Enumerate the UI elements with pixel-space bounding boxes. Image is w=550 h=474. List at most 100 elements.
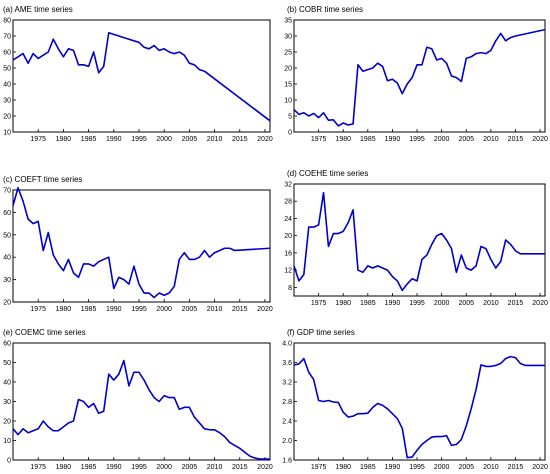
x-tick-label: 2005 xyxy=(458,300,474,307)
x-tick-label: 2015 xyxy=(508,136,524,143)
x-tick-label: 2020 xyxy=(532,300,548,307)
y-tick-label: 50 xyxy=(3,232,11,239)
x-tick-label: 2005 xyxy=(458,136,474,143)
y-tick-label: 20 xyxy=(3,419,11,426)
x-tick-label: 1990 xyxy=(106,136,122,143)
y-tick-label: 8 xyxy=(288,285,292,292)
x-tick-label: 2000 xyxy=(434,464,450,471)
y-tick-label: 16 xyxy=(284,250,292,257)
y-tick-label: 20 xyxy=(284,66,292,73)
x-tick-label: 1975 xyxy=(311,464,327,471)
plot-frame xyxy=(12,342,271,461)
y-tick-label: 40 xyxy=(3,255,11,262)
series-line xyxy=(293,355,545,459)
y-tick-label: 70 xyxy=(3,188,11,195)
x-tick-label: 1975 xyxy=(311,300,327,307)
x-tick-label: 1995 xyxy=(131,306,147,313)
series-line xyxy=(293,191,545,292)
x-tick-label: 2020 xyxy=(257,306,273,313)
x-tick-label: 2020 xyxy=(532,464,548,471)
x-tick-label: 2020 xyxy=(257,136,273,143)
y-tick-label: 4.0 xyxy=(282,341,292,348)
x-tick-label: 1975 xyxy=(30,306,46,313)
y-tick-label: 2.0 xyxy=(282,438,292,445)
x-tick-label: 1980 xyxy=(335,464,351,471)
x-tick-label: 1990 xyxy=(385,300,401,307)
x-tick-label: 2000 xyxy=(156,464,172,471)
chart-panel-6: (f) GDP time series 1.6 2.0 2.4 2.8 3.2 3.6 4.0… xyxy=(282,328,548,471)
series-line xyxy=(12,186,271,299)
y-tick-label: 2.8 xyxy=(282,399,292,406)
x-tick-label: 2005 xyxy=(182,464,198,471)
y-tick-label: 3.2 xyxy=(282,380,292,387)
x-tick-label: 2015 xyxy=(508,464,524,471)
y-tick-label: 10 xyxy=(284,98,292,105)
x-tick-label: 1995 xyxy=(409,300,425,307)
x-tick-label: 1980 xyxy=(56,464,72,471)
y-tick-label: 12 xyxy=(284,268,292,275)
x-tick-label: 2005 xyxy=(458,464,474,471)
x-tick-label: 1980 xyxy=(56,306,72,313)
y-tick-label: 32 xyxy=(284,182,292,189)
x-tick-label: 1980 xyxy=(335,136,351,143)
x-tick-label: 2010 xyxy=(207,464,223,471)
x-tick-label: 2000 xyxy=(434,300,450,307)
x-tick-label: 1985 xyxy=(81,306,97,313)
y-tick-label: 70 xyxy=(3,34,11,41)
y-tick-label: 1.6 xyxy=(282,458,292,465)
y-tick-label: 28 xyxy=(284,199,292,206)
y-tick-label: 40 xyxy=(3,380,11,387)
y-tick-label: 35 xyxy=(284,18,292,25)
y-tick-label: 3.6 xyxy=(282,360,292,367)
x-tick-label: 1985 xyxy=(81,136,97,143)
x-tick-label: 1975 xyxy=(311,136,327,143)
x-tick-label: 2000 xyxy=(156,136,172,143)
x-tick-label: 2000 xyxy=(156,306,172,313)
x-tick-label: 1995 xyxy=(409,464,425,471)
x-tick-label: 2005 xyxy=(182,306,198,313)
chart-title: (a) AME time series xyxy=(3,5,73,14)
y-tick-label: 50 xyxy=(3,66,11,73)
x-tick-label: 1990 xyxy=(385,464,401,471)
x-tick-label: 1985 xyxy=(81,464,97,471)
x-tick-label: 2010 xyxy=(207,306,223,313)
y-tick-label: 2.4 xyxy=(282,419,292,426)
chart-panel-5: (e) COEMC time series 0 10 20 30 40 50 60 1975 19… xyxy=(3,328,273,471)
x-tick-label: 2005 xyxy=(182,136,198,143)
chart-panel-4: (d) COEHE time series 8 12 16 20 24 28 32 1975 19… xyxy=(284,169,548,307)
x-tick-label: 1975 xyxy=(30,464,46,471)
x-tick-label: 1980 xyxy=(335,300,351,307)
plot-frame xyxy=(293,19,546,133)
y-tick-label: 60 xyxy=(3,210,11,217)
chart-panel-2: (b) COBR time series 0 5 10 15 20 25 30 35 1975 19… xyxy=(284,5,548,143)
chart-title: (f) GDP time series xyxy=(287,328,355,337)
y-tick-label: 10 xyxy=(3,438,11,445)
y-tick-label: 20 xyxy=(3,114,11,121)
x-tick-label: 1990 xyxy=(106,306,122,313)
plot-frame xyxy=(12,189,271,303)
x-tick-label: 1985 xyxy=(360,464,376,471)
x-tick-label: 1985 xyxy=(360,300,376,307)
x-tick-label: 2020 xyxy=(532,136,548,143)
x-tick-label: 2015 xyxy=(508,300,524,307)
x-tick-label: 2000 xyxy=(434,136,450,143)
y-tick-label: 5 xyxy=(288,114,292,121)
x-tick-label: 1985 xyxy=(360,136,376,143)
y-tick-label: 15 xyxy=(284,82,292,89)
y-tick-label: 25 xyxy=(284,50,292,57)
x-tick-label: 1975 xyxy=(30,136,46,143)
y-tick-label: 30 xyxy=(284,34,292,41)
y-tick-label: 40 xyxy=(3,82,11,89)
chart-title: (b) COBR time series xyxy=(287,5,363,14)
series-line xyxy=(293,28,546,127)
x-tick-label: 2010 xyxy=(483,136,499,143)
plot-frame xyxy=(12,19,271,133)
y-tick-label: 10 xyxy=(3,130,11,137)
x-tick-label: 2010 xyxy=(207,136,223,143)
x-tick-label: 1995 xyxy=(409,136,425,143)
x-tick-label: 2015 xyxy=(232,306,248,313)
x-tick-label: 2010 xyxy=(483,300,499,307)
y-tick-label: 50 xyxy=(3,360,11,367)
x-tick-label: 2020 xyxy=(257,464,273,471)
